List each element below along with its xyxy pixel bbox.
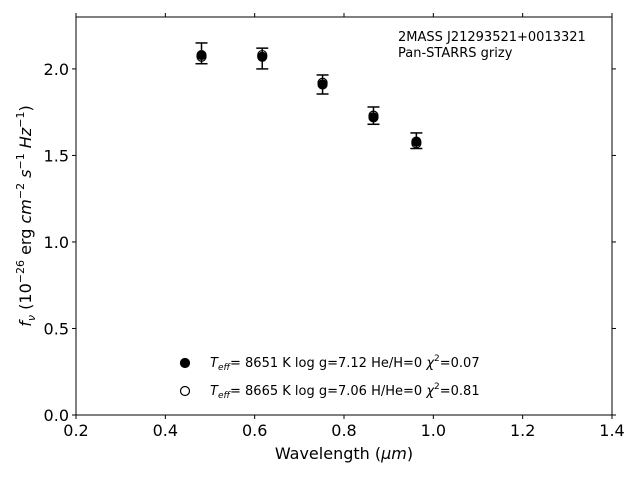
x-tick-label: 0.2: [63, 421, 88, 440]
x-axis-title: Wavelength (μm): [275, 444, 413, 463]
x-tick-label: 1.2: [510, 421, 535, 440]
legend-marker-open: [179, 385, 191, 397]
y-axis-title: fν (10−26 erg cm−2 s−1 Hz−1): [14, 105, 38, 326]
annotation-survey: Pan-STARRS grizy: [398, 46, 513, 61]
model-point-filled: [257, 51, 268, 62]
legend-label-filled: Teff= 8651 K log g=7.12 He/H=0 χ2=0.07: [210, 354, 480, 373]
model-point-filled: [368, 112, 379, 123]
y-tick-label: 0.5: [44, 319, 69, 338]
y-tick-label: 0.0: [44, 406, 69, 425]
legend-label-open: Teff= 8665 K log g=7.06 H/He=0 χ2=0.81: [210, 382, 480, 401]
legend-marker-filled: [179, 357, 191, 369]
y-tick-label: 1.5: [44, 146, 69, 165]
x-tick-label: 1.0: [421, 421, 446, 440]
x-tick-label: 1.4: [599, 421, 624, 440]
model-point-filled: [317, 79, 328, 90]
y-tick-label: 1.0: [44, 233, 69, 252]
x-tick-label: 0.6: [242, 421, 267, 440]
error-bars: [195, 42, 423, 150]
axis-ticks: 0.2 0.4 0.6 0.8 1.0 1.2 1.4 0.0 0.5 1.0 1.5 2.0: [44, 13, 625, 440]
x-tick-label: 0.8: [331, 421, 356, 440]
y-tick-label: 2.0: [44, 60, 69, 79]
model-point-filled: [196, 49, 207, 61]
annotation-object-name: 2MASS J21293521+0013321: [398, 30, 586, 45]
data-points: [196, 49, 422, 149]
x-tick-label: 0.4: [153, 421, 178, 440]
model-point-filled: [411, 136, 422, 147]
